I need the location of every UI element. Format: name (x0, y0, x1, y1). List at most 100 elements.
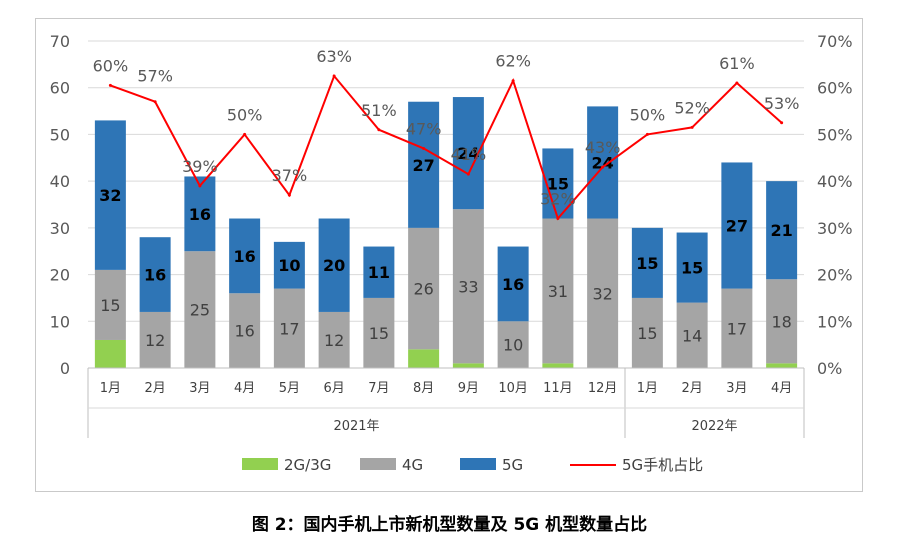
line-value-label: 51% (361, 101, 397, 120)
figure-caption: 图 2：国内手机上市新机型数量及 5G 机型数量占比 (251, 515, 648, 535)
bar-value-label: 16 (234, 322, 254, 341)
bar-5G (721, 162, 753, 289)
x-tick-label: 6月 (323, 381, 344, 396)
bar-value-label: 14 (682, 326, 702, 345)
y-left-tick-label: 20 (50, 266, 70, 285)
x-group-label: 2022年 (691, 419, 737, 434)
bar-value-label: 17 (279, 319, 299, 338)
line-value-label: 50% (630, 105, 666, 124)
line-point (332, 74, 336, 78)
bar-4G (94, 269, 126, 340)
line-point (645, 132, 649, 136)
legend-label: 4G (402, 456, 423, 474)
line-point (198, 184, 202, 188)
line-point (466, 172, 470, 176)
line-value-label: 60% (93, 56, 129, 75)
x-group-label: 2021年 (333, 419, 379, 434)
bar-value-label: 11 (368, 263, 390, 282)
y-left-tick-label: 40 (50, 172, 70, 191)
bar-value-label: 21 (770, 221, 792, 240)
line-value-label: 32% (540, 190, 576, 209)
bar-2G/3G (766, 363, 798, 368)
bar-4G (408, 227, 440, 350)
bar-value-label: 24 (591, 153, 613, 172)
bar-value-label: 16 (144, 266, 166, 285)
bar-value-label: 27 (726, 217, 748, 236)
bar-5G (229, 218, 261, 294)
bar-value-label: 24 (457, 144, 479, 163)
bar-value-label: 15 (547, 174, 569, 193)
bar-4G (542, 218, 574, 364)
bar-5G (273, 241, 305, 289)
bar-value-label: 20 (323, 256, 345, 275)
line-point (556, 217, 560, 221)
bar-value-label: 32 (592, 284, 612, 303)
bar-2G/3G (542, 363, 574, 368)
line-value-label: 63% (316, 47, 352, 66)
bar-2G/3G (408, 349, 440, 368)
line-value-label: 52% (674, 98, 710, 117)
legend-swatch-2G/3G (242, 458, 278, 470)
y-left-tick-label: 60 (50, 79, 70, 98)
bar-value-label: 12 (324, 331, 344, 350)
line-point (780, 121, 784, 125)
line-point (601, 165, 605, 169)
bar-5G (94, 120, 126, 270)
bar-5G (408, 101, 440, 228)
x-tick-label: 10月 (498, 381, 528, 396)
y-left-tick-label: 0 (60, 359, 70, 378)
x-tick-label: 11月 (543, 381, 573, 396)
bar-4G (273, 288, 305, 368)
bar-5G (587, 106, 619, 219)
legend-label: 5G (502, 456, 523, 474)
bar-value-label: 25 (190, 301, 210, 320)
bar-value-label: 17 (727, 319, 747, 338)
y-right-tick-label: 0% (817, 359, 842, 378)
bar-5G (318, 218, 350, 312)
x-tick-label: 2月 (681, 381, 702, 396)
bar-value-label: 32 (99, 186, 121, 205)
line-value-label: 57% (137, 67, 173, 86)
bar-4G (452, 209, 484, 364)
y-right-tick-label: 30% (817, 219, 853, 238)
line-value-label: 62% (495, 52, 531, 71)
y-right-tick-label: 60% (817, 79, 853, 98)
x-tick-label: 4月 (771, 381, 792, 396)
line-value-label: 37% (272, 166, 308, 185)
bar-value-label: 15 (636, 254, 658, 273)
bar-value-label: 18 (771, 312, 791, 331)
bar-4G (184, 251, 216, 368)
line-point (377, 128, 381, 132)
y-left-tick-label: 10 (50, 312, 70, 331)
line-value-label: 39% (182, 157, 218, 176)
line-point (287, 193, 291, 197)
x-tick-label: 2月 (144, 381, 165, 396)
bar-value-label: 33 (458, 277, 478, 296)
line-value-label: 50% (227, 105, 263, 124)
x-tick-label: 3月 (189, 381, 210, 396)
line-value-label: 41% (451, 145, 487, 164)
line-point (243, 132, 247, 136)
line-series-5g-share (110, 74, 783, 221)
chart-frame: 0 10 20 30 40 50 60 70 0% 10% 20% 30% 40% 50% 60% 70% 15… (35, 18, 863, 492)
x-tick-label: 4月 (234, 381, 255, 396)
bar-value-label: 15 (369, 324, 389, 343)
bar-5G (497, 246, 529, 322)
x-tick-label: 7月 (368, 381, 389, 396)
bar-5G (363, 246, 395, 298)
y-left-tick-label: 30 (50, 219, 70, 238)
line-point (153, 100, 157, 104)
y-left-tick-label: 50 (50, 125, 70, 144)
bar-value-label: 10 (503, 336, 523, 355)
bar-value-label: 27 (412, 156, 434, 175)
legend-swatch-4G (360, 458, 396, 470)
line-value-label: 47% (406, 119, 442, 138)
line-point (690, 125, 694, 129)
x-tick-label: 9月 (458, 381, 479, 396)
y-right-tick-label: 10% (817, 312, 853, 331)
line-point (108, 83, 112, 87)
bar-2G/3G (452, 363, 484, 368)
legend-label: 5G手机占比 (622, 456, 703, 474)
x-tick-label: 8月 (413, 381, 434, 396)
bar-5G (184, 176, 216, 252)
